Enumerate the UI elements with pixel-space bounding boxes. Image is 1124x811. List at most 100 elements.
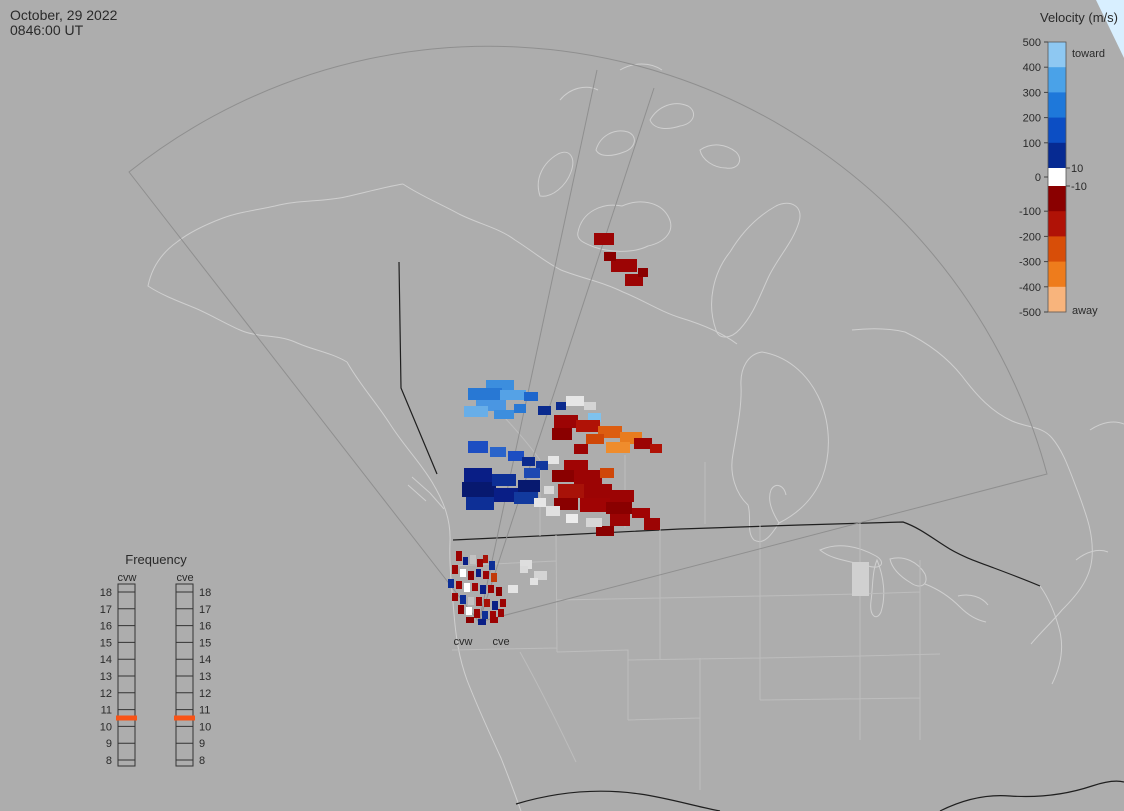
echo-cell bbox=[604, 252, 616, 261]
echo-cell bbox=[544, 486, 554, 494]
velocity-legend-title: Velocity (m/s) bbox=[1040, 10, 1118, 25]
echo-cell bbox=[574, 470, 602, 484]
echo-cell bbox=[460, 569, 466, 577]
echo-cell bbox=[548, 456, 559, 464]
colorbar-segment-toward bbox=[1048, 67, 1066, 93]
echo-cell bbox=[522, 457, 535, 466]
echo-cell bbox=[482, 611, 488, 619]
echo-cell bbox=[566, 514, 578, 523]
frequency-tick-label: 11 bbox=[199, 705, 210, 717]
colorbar-tick-label: 0 bbox=[1035, 172, 1041, 184]
colorbar-segment-away bbox=[1048, 236, 1066, 262]
time-label: 0846:00 UT bbox=[10, 22, 84, 38]
echo-cell bbox=[452, 565, 458, 574]
frequency-tick-label: 16 bbox=[100, 621, 112, 633]
frequency-tick-label: 9 bbox=[199, 738, 205, 750]
echo-cell bbox=[606, 442, 630, 453]
pos-threshold-label: 10 bbox=[1071, 163, 1083, 175]
echo-cell bbox=[538, 406, 551, 415]
echo-cell bbox=[586, 518, 602, 527]
echo-cell bbox=[558, 484, 584, 498]
echo-cell bbox=[452, 593, 458, 601]
echo-cell bbox=[468, 388, 502, 400]
radar-site-label-cvw: cvw bbox=[454, 636, 473, 648]
echo-cell bbox=[474, 609, 480, 618]
echo-cell bbox=[518, 480, 540, 492]
echo-cell bbox=[468, 571, 474, 580]
echo-cell bbox=[456, 551, 462, 561]
echo-cell bbox=[464, 406, 488, 417]
colorbar-tick-label: -100 bbox=[1019, 206, 1041, 218]
away-label: away bbox=[1072, 305, 1098, 317]
echo-cell bbox=[488, 585, 494, 593]
echo-cell bbox=[466, 607, 472, 615]
echo-cell bbox=[466, 497, 494, 510]
colorbar-segment-toward bbox=[1048, 143, 1066, 169]
echo-cell bbox=[498, 609, 504, 617]
echo-cell bbox=[464, 468, 492, 482]
colorbar-tick-label: 500 bbox=[1023, 37, 1041, 49]
frequency-tick-label: 8 bbox=[106, 755, 112, 767]
colorbar-segment-toward bbox=[1048, 42, 1066, 68]
frequency-tick-label: 17 bbox=[100, 604, 112, 616]
frequency-tick-label: 13 bbox=[100, 671, 112, 683]
echo-cell bbox=[478, 619, 486, 625]
echo-cell bbox=[610, 490, 634, 502]
echo-cell bbox=[483, 571, 489, 579]
frequency-tick-label: 13 bbox=[199, 671, 211, 683]
frequency-tick-label: 17 bbox=[199, 604, 211, 616]
echo-cell bbox=[606, 502, 632, 514]
echo-cell bbox=[496, 587, 502, 596]
freq-col-cvw-label: cvw bbox=[118, 572, 137, 584]
frequency-tick-label: 15 bbox=[199, 637, 211, 649]
echo-cell bbox=[634, 438, 652, 449]
echo-cell bbox=[456, 581, 462, 589]
freq-col-cve-label: cve bbox=[176, 572, 193, 584]
frequency-tick-label: 12 bbox=[100, 688, 112, 700]
echo-cell bbox=[492, 601, 498, 610]
echo-cell bbox=[594, 233, 614, 245]
echo-cell bbox=[494, 410, 514, 419]
colorbar-zero-band bbox=[1048, 168, 1066, 186]
colorbar-segment-away bbox=[1048, 186, 1066, 212]
echo-cell bbox=[638, 268, 648, 277]
echo-cell bbox=[852, 562, 869, 596]
echo-cell bbox=[490, 617, 498, 623]
echo-cell bbox=[490, 447, 506, 457]
echo-cell bbox=[468, 441, 488, 453]
neg-threshold-label: -10 bbox=[1071, 181, 1087, 193]
echo-cell bbox=[484, 599, 490, 607]
echo-cell bbox=[466, 617, 474, 623]
frequency-tick-label: 8 bbox=[199, 755, 205, 767]
echo-cell bbox=[472, 583, 478, 591]
echo-cell bbox=[576, 420, 600, 432]
echo-cell bbox=[596, 526, 614, 536]
echo-cell bbox=[600, 468, 614, 478]
colorbar-tick-label: 200 bbox=[1023, 113, 1041, 125]
echo-cell bbox=[500, 599, 506, 607]
radar-site-label-cve: cve bbox=[492, 636, 509, 648]
echo-cell bbox=[508, 451, 524, 461]
echo-cell bbox=[580, 498, 610, 512]
echo-cell bbox=[520, 566, 528, 573]
echo-cell bbox=[632, 508, 650, 518]
frequency-tick-label: 10 bbox=[199, 721, 211, 733]
frequency-tick-label: 15 bbox=[100, 637, 112, 649]
echo-cell bbox=[500, 390, 526, 400]
frequency-tick-label: 9 bbox=[106, 738, 112, 750]
echo-cell bbox=[492, 474, 516, 486]
colorbar-segment-toward bbox=[1048, 92, 1066, 118]
date-label: October, 29 2022 bbox=[10, 7, 118, 23]
echo-cell bbox=[476, 597, 482, 606]
superdarn-velocity-plot: 5004003002001000-100-200-300-400-500 Vel… bbox=[0, 0, 1124, 811]
echo-cell bbox=[610, 514, 630, 526]
colorbar-segment-toward bbox=[1048, 118, 1066, 144]
echo-cell bbox=[554, 415, 578, 428]
frequency-marker bbox=[174, 716, 195, 721]
echo-cell bbox=[462, 482, 496, 497]
colorbar-tick-label: 300 bbox=[1023, 87, 1041, 99]
frequency-tick-label: 14 bbox=[100, 654, 112, 666]
echo-cell bbox=[552, 470, 574, 482]
echo-cell bbox=[458, 605, 464, 614]
frequency-legend-title: Frequency bbox=[125, 552, 187, 567]
